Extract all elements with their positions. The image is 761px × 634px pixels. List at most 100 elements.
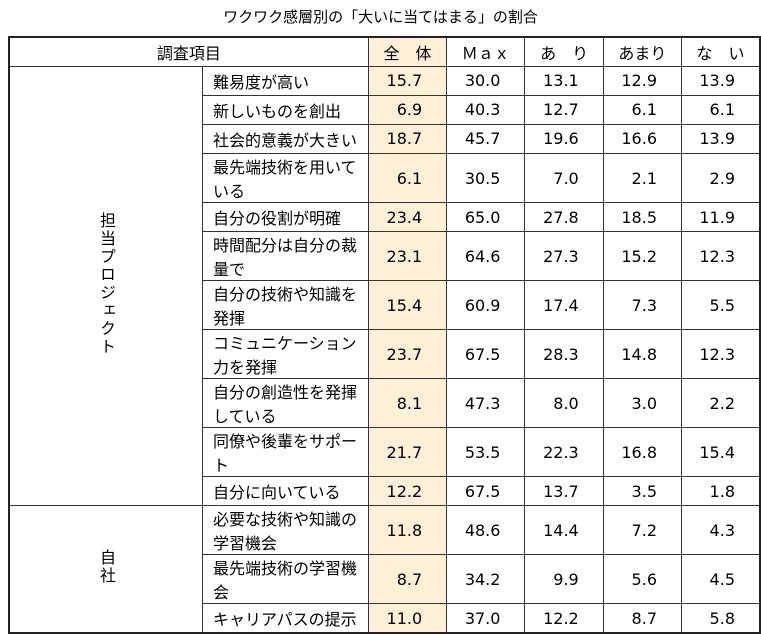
page: ワクワク感層別の「大いに当てはまる」の割合 調査項目全 体 Ｍａｘ あ りあまりな … bbox=[8, 8, 761, 634]
table-row: コミュニケーション力を発揮 23.7 67.5 28.3 14.8 12.3 bbox=[9, 329, 761, 380]
item-cell: 自分の役割が明確 bbox=[202, 202, 369, 233]
value-cell: 8.0 bbox=[524, 378, 604, 429]
value-cell: 65.0 bbox=[446, 202, 526, 233]
item-cell: 時間配分は自分の裁量で bbox=[202, 231, 369, 282]
header-cell: 調査項目 bbox=[8, 36, 369, 67]
value-cell: 28.3 bbox=[524, 329, 604, 380]
table-row: 社会的意義が大きい 18.7 45.7 19.6 16.6 13.9 bbox=[9, 123, 761, 155]
value-cell: 13.1 bbox=[524, 65, 604, 96]
header-cell: な い bbox=[681, 36, 761, 67]
value-cell: 64.6 bbox=[446, 231, 526, 282]
value-cell: 8.7 bbox=[602, 603, 683, 634]
item-cell: 社会的意義が大きい bbox=[202, 123, 369, 155]
table-row: 自分の役割が明確 23.4 65.0 27.8 18.5 11.9 bbox=[9, 202, 761, 233]
value-cell: 40.3 bbox=[446, 94, 526, 125]
value-cell: 15.7 bbox=[367, 65, 448, 96]
table-row: 時間配分は自分の裁量で 23.1 64.6 27.3 15.2 12.3 bbox=[9, 231, 761, 282]
value-cell: 48.6 bbox=[446, 505, 526, 556]
value-cell: 23.4 bbox=[367, 202, 448, 233]
value-cell: 12.3 bbox=[681, 329, 761, 380]
header-row: 調査項目全 体 Ｍａｘ あ りあまりな い bbox=[8, 36, 761, 67]
value-cell: 67.5 bbox=[446, 329, 526, 380]
value-cell: 14.4 bbox=[524, 505, 604, 556]
value-cell: 21.7 bbox=[367, 427, 448, 478]
value-cell: 2.2 bbox=[681, 378, 761, 429]
value-cell: 16.8 bbox=[602, 427, 683, 478]
value-cell: 8.7 bbox=[367, 554, 448, 605]
header-cell: Ｍａｘ bbox=[446, 36, 526, 67]
value-cell: 19.6 bbox=[524, 123, 604, 155]
table-row: 新しいものを創出 6.9 40.3 12.7 6.1 6.1 bbox=[9, 94, 761, 125]
value-cell: 11.0 bbox=[367, 603, 448, 634]
table-row: 自分の創造性を発揮している 8.1 47.3 8.0 3.0 2.2 bbox=[9, 378, 761, 429]
value-cell: 3.5 bbox=[602, 476, 683, 507]
item-cell: 自分に向いている bbox=[202, 476, 369, 507]
header-cell: 全 体 bbox=[367, 36, 448, 67]
value-cell: 23.7 bbox=[367, 329, 448, 380]
value-cell: 7.0 bbox=[524, 153, 604, 204]
value-cell: 15.4 bbox=[367, 280, 448, 331]
value-cell: 15.2 bbox=[602, 231, 683, 282]
group-cell: 担当プロジェクト bbox=[8, 65, 203, 507]
value-cell: 6.9 bbox=[367, 94, 448, 125]
value-cell: 15.4 bbox=[681, 427, 761, 478]
value-cell: 11.9 bbox=[681, 202, 761, 233]
item-cell: 自分の創造性を発揮している bbox=[202, 378, 369, 429]
value-cell: 30.0 bbox=[446, 65, 526, 96]
value-cell: 2.1 bbox=[602, 153, 683, 204]
value-cell: 3.0 bbox=[602, 378, 683, 429]
item-cell: 新しいものを創出 bbox=[202, 94, 369, 125]
value-cell: 37.0 bbox=[446, 603, 526, 634]
item-cell: 同僚や後輩をサポート bbox=[202, 427, 369, 478]
value-cell: 13.9 bbox=[681, 65, 761, 96]
value-cell: 6.1 bbox=[367, 153, 448, 204]
value-cell: 17.4 bbox=[524, 280, 604, 331]
group-label: 担当プロジェクト bbox=[97, 211, 116, 356]
value-cell: 11.8 bbox=[367, 505, 448, 556]
table-row: 最先端技術を用いている 6.1 30.5 7.0 2.1 2.9 bbox=[9, 153, 761, 204]
item-cell: 自分の技術や知識を発揮 bbox=[202, 280, 369, 331]
item-cell: 難易度が高い bbox=[202, 65, 369, 96]
item-cell: キャリアパスの提示 bbox=[202, 603, 369, 634]
value-cell: 14.8 bbox=[602, 329, 683, 380]
title: ワクワク感層別の「大いに当てはまる」の割合 bbox=[223, 8, 538, 26]
value-cell: 18.7 bbox=[367, 123, 448, 155]
value-cell: 12.7 bbox=[524, 94, 604, 125]
value-cell: 12.2 bbox=[367, 476, 448, 507]
value-cell: 22.3 bbox=[524, 427, 604, 478]
value-cell: 18.5 bbox=[602, 202, 683, 233]
value-cell: 13.9 bbox=[681, 123, 761, 155]
item-cell: 必要な技術や知識の学習機会 bbox=[202, 505, 369, 556]
header-cell: あ り bbox=[524, 36, 604, 67]
value-cell: 2.9 bbox=[681, 153, 761, 204]
value-cell: 7.2 bbox=[602, 505, 683, 556]
value-cell: 60.9 bbox=[446, 280, 526, 331]
value-cell: 4.5 bbox=[681, 554, 761, 605]
value-cell: 6.1 bbox=[681, 94, 761, 125]
value-cell: 27.3 bbox=[524, 231, 604, 282]
group-cell: 自社 bbox=[8, 505, 203, 634]
table: 調査項目全 体 Ｍａｘ あ りあまりな い担当プロジェクト 難易度が高い 15.7 30.… bbox=[8, 36, 761, 634]
table-row: 担当プロジェクト 難易度が高い 15.7 30.0 13.1 12.9 13.9 bbox=[8, 65, 761, 507]
value-cell: 13.7 bbox=[524, 476, 604, 507]
value-cell: 12.9 bbox=[602, 65, 683, 96]
value-cell: 5.5 bbox=[681, 280, 761, 331]
item-cell: 最先端技術の学習機会 bbox=[202, 554, 369, 605]
item-cell: 最先端技術を用いている bbox=[202, 153, 369, 204]
table-row: 自社 必要な技術や知識の学習機会 11.8 48.6 14.4 7.2 4.3 bbox=[8, 505, 761, 634]
value-cell: 45.7 bbox=[446, 123, 526, 155]
value-cell: 30.5 bbox=[446, 153, 526, 204]
value-cell: 6.1 bbox=[602, 94, 683, 125]
group-label: 自社 bbox=[97, 549, 116, 586]
value-cell: 5.8 bbox=[681, 603, 761, 634]
value-cell: 47.3 bbox=[446, 378, 526, 429]
value-cell: 1.8 bbox=[681, 476, 761, 507]
value-cell: 12.2 bbox=[524, 603, 604, 634]
table-row: 同僚や後輩をサポート 21.7 53.5 22.3 16.8 15.4 bbox=[9, 427, 761, 478]
header-cell: あまり bbox=[602, 36, 683, 67]
value-cell: 9.9 bbox=[524, 554, 604, 605]
value-cell: 23.1 bbox=[367, 231, 448, 282]
value-cell: 5.6 bbox=[602, 554, 683, 605]
value-cell: 7.3 bbox=[602, 280, 683, 331]
value-cell: 53.5 bbox=[446, 427, 526, 478]
